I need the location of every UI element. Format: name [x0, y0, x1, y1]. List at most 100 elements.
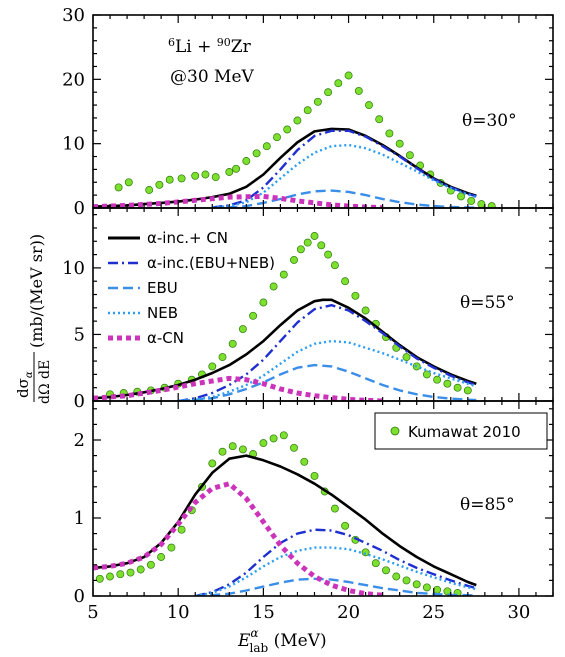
data-point	[344, 71, 353, 80]
data-point	[443, 379, 452, 388]
legend-models: α-inc.+ CN α-inc.(EBU+NEB) EBU NEB α-CN	[108, 229, 275, 347]
data-point	[167, 543, 176, 552]
legend-label-neb: NEB	[147, 304, 178, 322]
data-point	[218, 353, 227, 362]
data-point	[433, 585, 442, 594]
data-point	[463, 386, 472, 395]
y-tick-label: 10	[62, 258, 85, 279]
data-point	[279, 270, 288, 279]
y-axis-label: dσα dΩ dE (mb/(MeV sr))	[14, 234, 53, 404]
data-point	[259, 298, 268, 307]
data-point	[385, 129, 394, 138]
panel-frame	[92, 400, 554, 597]
data-point	[252, 149, 261, 158]
data-point	[225, 168, 234, 176]
series-line-inc	[178, 304, 477, 401]
series-line-ebu	[212, 189, 477, 208]
y-tick-label: 0	[74, 586, 85, 607]
y-tick-label: 20	[62, 69, 85, 90]
data-point	[273, 133, 281, 142]
angle-label-top: θ=30°	[462, 111, 517, 131]
data-point	[457, 192, 465, 201]
data-point	[95, 574, 104, 583]
data-point	[477, 200, 486, 208]
data-point	[487, 202, 496, 208]
data-point	[218, 447, 227, 456]
data-point	[392, 572, 401, 581]
data-point	[290, 443, 298, 452]
series-line-total	[93, 454, 477, 587]
series-line-cn	[93, 375, 383, 401]
data-point	[351, 291, 360, 300]
x-tick-label: 15	[252, 602, 275, 623]
data-point	[262, 142, 271, 151]
data-point	[228, 339, 237, 348]
data-point	[269, 434, 278, 443]
x-tick-label: 30	[507, 602, 530, 623]
x-tick-label: 25	[422, 602, 445, 623]
legend-data-box	[374, 412, 548, 450]
y-axis-label-denominator: dΩ dE	[37, 360, 53, 404]
data-point	[443, 587, 452, 596]
angle-label-middle: θ=55°	[460, 293, 515, 313]
data-point	[313, 97, 322, 106]
reaction-label: 6Li + 90Zr	[168, 36, 252, 58]
data-point	[334, 79, 343, 88]
data-point	[365, 101, 373, 110]
data-point	[155, 180, 164, 189]
energy-label: @30 MeV	[170, 67, 255, 87]
legend-label-cn: α-CN	[147, 329, 184, 347]
x-tick-label: 5	[87, 602, 98, 623]
data-point	[126, 568, 135, 577]
data-point	[290, 255, 298, 264]
y-axis-label-unit: (mb/(MeV sr))	[27, 234, 46, 348]
y-tick-label: 0	[74, 391, 85, 412]
y-tick-label: 2	[74, 430, 85, 451]
data-point	[242, 157, 251, 165]
panel-middle: 0 5 10	[62, 207, 554, 412]
data-point	[124, 178, 133, 187]
legend-data-label: Kumawat 2010	[408, 423, 521, 441]
angle-label-bottom: θ=85°	[460, 495, 515, 515]
data-point	[136, 565, 145, 574]
series-line-cn	[93, 481, 383, 596]
data-point	[146, 560, 155, 569]
data-point	[361, 306, 370, 315]
data-point	[402, 353, 411, 362]
data-point	[453, 383, 462, 392]
data-point	[341, 521, 350, 530]
y-tick-label: 1	[74, 508, 85, 529]
data-point	[310, 232, 319, 240]
data-point	[208, 459, 217, 468]
data-point	[145, 186, 154, 194]
legend-data: Kumawat 2010	[374, 412, 548, 450]
series-line-neb	[178, 339, 477, 401]
data-point	[269, 282, 278, 291]
legend-label-total: α-inc.+ CN	[147, 229, 228, 247]
data-point	[303, 106, 312, 115]
series-line-inc	[212, 129, 477, 208]
y-tick-label: 10	[62, 134, 85, 155]
panel-top: 0 10 20 30	[62, 5, 554, 219]
legend-label-ebu: EBU	[147, 279, 178, 297]
data-point	[405, 151, 414, 160]
data-point	[293, 116, 302, 125]
data-point	[283, 125, 292, 134]
data-point	[232, 164, 241, 173]
data-point	[317, 241, 326, 250]
data-point	[157, 553, 166, 561]
data-point	[412, 580, 421, 589]
x-axis-label: Eα lab (MeV)	[237, 626, 327, 655]
x-tick-label: 20	[337, 602, 360, 623]
data-point	[300, 457, 309, 466]
data-point	[324, 88, 333, 97]
data-point	[395, 139, 404, 148]
series-line-neb	[194, 546, 477, 596]
data-point	[249, 311, 258, 320]
data-point	[382, 566, 390, 575]
y-tick-label: 0	[74, 198, 85, 219]
data-point	[422, 370, 431, 379]
data-point	[208, 362, 217, 371]
y-tick-label: 30	[62, 5, 85, 26]
